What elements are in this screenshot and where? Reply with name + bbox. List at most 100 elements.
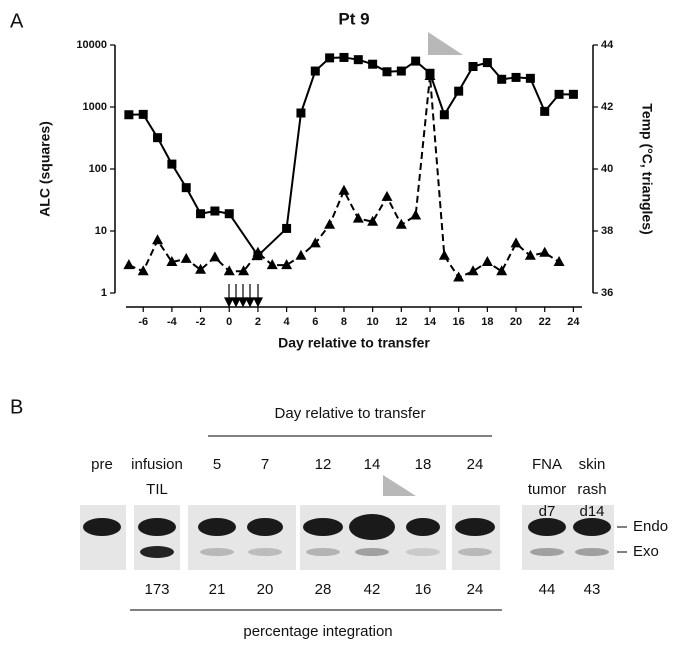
triangle-marker (453, 271, 465, 282)
lane-label: FNA (532, 456, 562, 473)
percent-value: 16 (415, 581, 432, 598)
triangle-marker (166, 256, 178, 266)
square-marker (196, 209, 206, 219)
panel-label: B (10, 396, 23, 418)
percent-value: 24 (467, 581, 484, 598)
square-marker (382, 67, 392, 77)
square-marker (310, 66, 320, 76)
band-label: Exo (633, 543, 659, 560)
lane-label: rash (577, 481, 606, 498)
gel-block (522, 505, 614, 570)
percent-value: 20 (257, 581, 274, 598)
triangle-marker (238, 265, 250, 276)
square-marker (224, 209, 234, 219)
gel-block (134, 505, 180, 570)
square-marker (454, 86, 464, 96)
square-marker (153, 133, 163, 143)
exo-band (200, 548, 234, 556)
x-tick-label: -2 (196, 316, 206, 328)
exo-band (355, 548, 389, 556)
triangle-marker (281, 259, 293, 270)
triangle-marker (252, 246, 264, 257)
endo-band (406, 518, 440, 536)
percent-value: 42 (364, 581, 381, 598)
percent-value: 28 (315, 581, 332, 598)
triangle-marker (367, 215, 379, 226)
x-tick-label: 16 (453, 316, 465, 328)
square-marker (511, 72, 521, 82)
triangle-marker (209, 251, 221, 262)
x-tick-label: 12 (395, 316, 407, 328)
triangle-marker (324, 218, 336, 229)
lane-label: 5 (213, 456, 221, 473)
lane-label: skin (579, 456, 606, 473)
triangle-marker (553, 256, 565, 266)
lane-label: TIL (146, 481, 168, 498)
endo-band (198, 518, 236, 536)
triangle-marker (123, 259, 135, 270)
triangle-marker (496, 265, 508, 276)
exo-band (306, 548, 340, 556)
chart-title: Pt 9 (338, 9, 369, 28)
lane-label: 18 (415, 456, 432, 473)
exo-band (458, 548, 492, 556)
y2-axis-label: Temp (°C, triangles) (639, 103, 655, 234)
square-marker (339, 52, 349, 62)
gel-block (452, 505, 500, 570)
triangle-marker (295, 249, 307, 260)
triangle-marker (352, 212, 364, 223)
square-marker (368, 59, 378, 69)
lane-label: pre (91, 456, 113, 473)
triangle-marker (467, 265, 479, 276)
square-marker (396, 66, 406, 76)
gel-block (188, 505, 296, 570)
triangle-marker (152, 234, 164, 245)
x-axis-label: Day relative to transfer (278, 335, 430, 351)
square-marker (568, 89, 578, 99)
exo-band (248, 548, 282, 556)
lane-label: 7 (261, 456, 269, 473)
endo-band (83, 518, 121, 536)
x-tick-label: 22 (539, 316, 551, 328)
endo-band (349, 514, 395, 540)
square-marker (525, 73, 535, 83)
y-tick-label: 100 (89, 163, 107, 175)
x-tick-label: -6 (138, 316, 148, 328)
y2-tick-label: 44 (601, 39, 614, 51)
x-tick-label: 8 (341, 316, 347, 328)
square-marker (124, 110, 134, 120)
square-marker (181, 183, 191, 193)
percent-value: 173 (144, 581, 169, 598)
triangle-marker (481, 256, 493, 266)
square-marker (296, 108, 306, 118)
y2-tick-label: 38 (601, 225, 613, 237)
endo-band (455, 518, 495, 536)
percent-value: 43 (584, 581, 601, 598)
gel-block (80, 505, 126, 570)
triangle-marker (539, 246, 551, 257)
triangle-marker (180, 252, 192, 263)
x-tick-label: -4 (167, 316, 178, 328)
lane-label: tumor (528, 481, 566, 498)
square-marker (167, 159, 177, 169)
square-marker (554, 89, 564, 99)
gel-header: Day relative to transfer (275, 405, 426, 422)
x-tick-label: 2 (255, 316, 261, 328)
percent-value: 21 (209, 581, 226, 598)
square-marker (210, 206, 220, 216)
x-tick-label: 18 (481, 316, 493, 328)
triangle-marker (410, 209, 422, 220)
percent-value: 44 (539, 581, 556, 598)
square-marker (482, 58, 492, 68)
gel-footer: percentage integration (243, 623, 392, 640)
triangle-marker (438, 249, 450, 260)
exo-band (575, 548, 609, 556)
square-marker (497, 74, 507, 84)
endo-band (528, 518, 566, 536)
triangle-marker (381, 190, 393, 201)
x-tick-label: 10 (367, 316, 379, 328)
triangle-marker (338, 184, 350, 195)
infusion-arrows (224, 284, 263, 308)
y2-tick-label: 40 (601, 163, 613, 175)
